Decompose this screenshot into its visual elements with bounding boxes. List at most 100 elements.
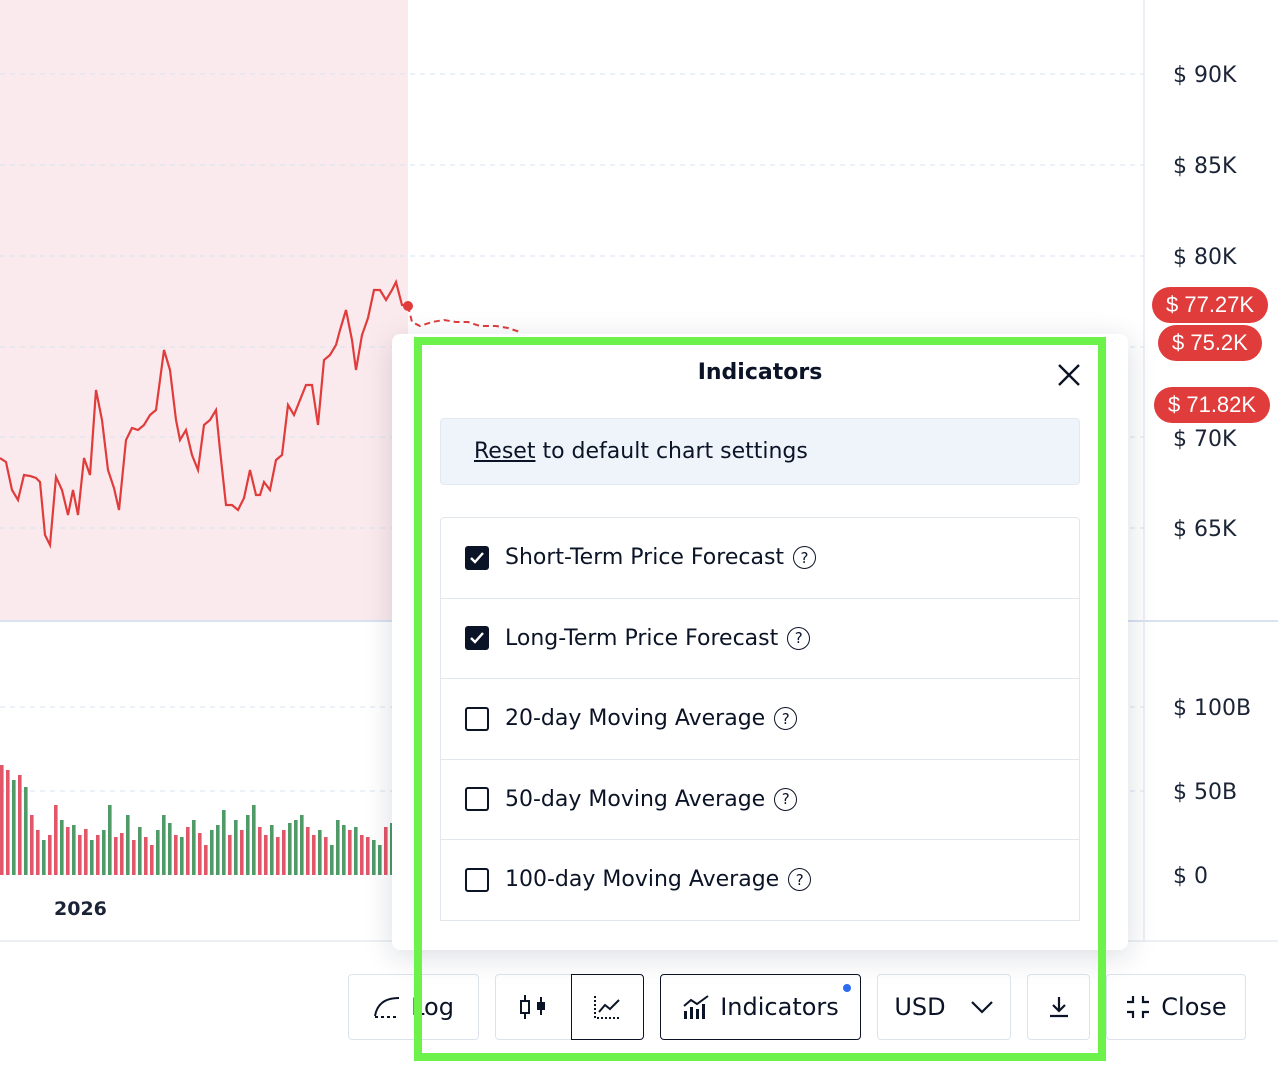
indicator-item[interactable]: Long-Term Price Forecast?	[441, 599, 1079, 679]
indicator-label: 20-day Moving Average	[505, 706, 766, 732]
line-chart-icon	[593, 996, 621, 1019]
price-tick-label: $ 90K	[1173, 63, 1237, 88]
help-icon[interactable]: ?	[774, 787, 798, 811]
volume-bar	[132, 840, 136, 875]
indicator-checkbox[interactable]	[465, 867, 489, 892]
indicator-label: Long-Term Price Forecast	[505, 625, 779, 651]
volume-bar	[390, 823, 394, 875]
help-icon[interactable]: ?	[788, 868, 812, 892]
indicator-label: Short-Term Price Forecast	[505, 545, 785, 571]
price-badge-forecast-low: $ 71.82K	[1154, 387, 1271, 423]
log-scale-icon	[374, 997, 400, 1018]
volume-bar	[42, 840, 46, 875]
volume-bar	[186, 827, 190, 875]
forecast-line	[407, 305, 521, 333]
currency-select[interactable]: USD	[877, 974, 1011, 1040]
volume-bar	[228, 835, 232, 875]
volume-bar	[114, 837, 118, 875]
volume-bar	[270, 825, 274, 875]
log-scale-label: Log	[411, 993, 454, 1021]
volume-bar	[162, 815, 166, 875]
indicators-icon	[683, 995, 709, 1019]
volume-tick-label: $ 100B	[1173, 696, 1251, 721]
indicator-item[interactable]: 100-day Moving Average?	[441, 840, 1079, 921]
chevron-down-icon	[970, 1001, 993, 1014]
volume-bar	[36, 830, 40, 875]
collapse-icon	[1127, 996, 1150, 1018]
volume-bar	[378, 845, 382, 875]
volume-bar	[312, 835, 316, 875]
price-line	[0, 278, 409, 549]
candlestick-icon	[519, 995, 545, 1019]
volume-bar	[174, 835, 178, 875]
volume-bar	[0, 765, 4, 875]
volume-bar	[336, 820, 340, 875]
volume-bar	[54, 805, 58, 875]
volume-bar	[108, 805, 112, 875]
volume-bar	[384, 827, 388, 875]
volume-bar	[216, 825, 220, 875]
price-badge-current: $ 75.2K	[1158, 325, 1262, 361]
reset-description: to default chart settings	[535, 439, 808, 464]
volume-bar	[366, 837, 370, 875]
close-fullscreen-button[interactable]: Close	[1106, 974, 1246, 1040]
volume-bar	[252, 805, 256, 875]
close-icon[interactable]	[1056, 362, 1082, 388]
indicator-checkbox[interactable]	[465, 626, 489, 651]
volume-bar	[342, 825, 346, 875]
price-tick-label: $ 85K	[1173, 154, 1237, 179]
price-tick-label: $ 65K	[1173, 517, 1237, 542]
volume-bar	[258, 827, 262, 875]
candlestick-view-button[interactable]	[495, 974, 572, 1040]
volume-bar	[180, 837, 184, 875]
volume-bar	[234, 820, 238, 875]
volume-bar	[264, 835, 268, 875]
check-icon	[470, 632, 484, 644]
volume-bar	[288, 823, 292, 875]
volume-bar	[246, 815, 250, 875]
price-badge-forecast-high: $ 77.27K	[1152, 287, 1269, 323]
volume-bar	[48, 835, 52, 875]
indicators-panel: Indicators Reset to default chart settin…	[392, 334, 1128, 950]
volume-bar	[198, 833, 202, 875]
indicator-item[interactable]: Short-Term Price Forecast?	[441, 518, 1079, 599]
download-icon	[1049, 997, 1068, 1018]
help-icon[interactable]: ?	[787, 626, 811, 650]
indicators-button[interactable]: Indicators	[660, 974, 861, 1040]
indicator-item[interactable]: 50-day Moving Average?	[441, 760, 1079, 840]
volume-tick-label: $ 0	[1173, 864, 1208, 889]
volume-bar	[372, 840, 376, 875]
reset-link[interactable]: Reset	[474, 439, 536, 464]
log-scale-button[interactable]: Log	[348, 974, 479, 1040]
line-view-button[interactable]	[571, 974, 644, 1040]
volume-bar	[6, 770, 10, 875]
volume-bar	[294, 820, 298, 875]
volume-bar	[300, 815, 304, 875]
indicator-checkbox[interactable]	[465, 706, 489, 731]
price-tick-label: $ 80K	[1173, 245, 1237, 270]
volume-bar	[18, 775, 22, 875]
currency-select-value: USD	[894, 993, 946, 1021]
volume-bar	[96, 835, 100, 875]
close-fullscreen-label: Close	[1161, 993, 1227, 1021]
volume-bar	[324, 837, 328, 875]
volume-bar	[150, 845, 154, 875]
help-icon[interactable]: ?	[774, 707, 798, 731]
volume-bar	[330, 845, 334, 875]
help-icon[interactable]: ?	[793, 546, 817, 570]
volume-bar	[210, 830, 214, 875]
volume-bar	[168, 823, 172, 875]
volume-bar	[60, 820, 64, 875]
indicator-label: 100-day Moving Average	[505, 867, 780, 893]
indicator-item[interactable]: 20-day Moving Average?	[441, 679, 1079, 760]
volume-bar	[66, 827, 70, 875]
volume-bar	[306, 827, 310, 875]
download-button[interactable]	[1027, 974, 1090, 1040]
indicator-checkbox[interactable]	[465, 787, 489, 812]
indicators-panel-title: Indicators	[697, 360, 823, 385]
indicator-checkbox[interactable]	[465, 545, 489, 570]
indicator-label: 50-day Moving Average	[505, 786, 766, 812]
price-tick-label: $ 70K	[1173, 427, 1237, 452]
volume-bar	[78, 835, 82, 875]
volume-bar	[126, 815, 130, 875]
